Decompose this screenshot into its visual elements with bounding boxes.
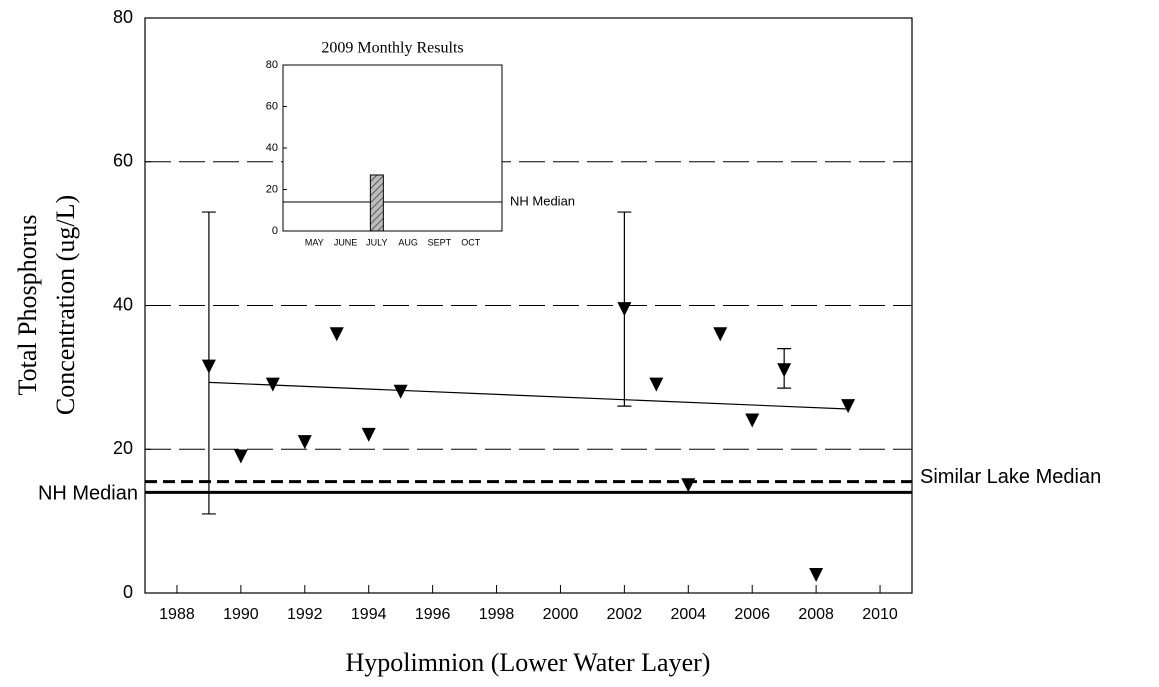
- reference-label: NH Median: [38, 483, 138, 505]
- y-tick-label: 20: [266, 183, 278, 195]
- x-tick-label: AUG: [398, 237, 418, 247]
- x-tick-label: 2010: [862, 606, 898, 623]
- y-tick-label: 40: [266, 142, 278, 154]
- x-tick-label: MAY: [305, 237, 324, 247]
- x-tick-label: OCT: [461, 237, 481, 247]
- data-point: [233, 449, 248, 464]
- trend-line: [208, 381, 849, 410]
- data-point: [393, 384, 408, 399]
- y-tick-label: 60: [113, 151, 133, 171]
- data-point: [713, 327, 728, 342]
- x-tick-label: 2002: [607, 606, 643, 623]
- data-point: [201, 359, 216, 374]
- x-tick-label: 2000: [543, 606, 579, 623]
- data-point: [617, 302, 632, 317]
- y-tick-label: 80: [113, 7, 133, 27]
- y-tick-label: 60: [266, 100, 278, 112]
- x-tick-label: 1994: [351, 606, 387, 623]
- x-tick-label: 1996: [415, 606, 451, 623]
- plot-frame: [144, 17, 913, 594]
- x-tick-label: 1988: [159, 606, 195, 623]
- x-tick-label: 2004: [670, 606, 706, 623]
- inset-title: 2009 Monthly Results: [321, 40, 463, 57]
- data-point: [649, 377, 664, 392]
- y-tick-label: 0: [123, 582, 133, 602]
- bar: [369, 174, 384, 232]
- x-tick-label: 2008: [798, 606, 834, 623]
- data-point: [777, 363, 792, 378]
- data-point: [745, 413, 760, 428]
- data-point: [361, 427, 376, 442]
- y-axis-label: Concentration (ug/L): [51, 195, 80, 415]
- data-point: [841, 399, 856, 414]
- x-axis-label: Hypolimnion (Lower Water Layer): [346, 648, 711, 677]
- data-point: [297, 435, 312, 450]
- data-point: [681, 478, 696, 493]
- y-tick-label: 20: [113, 438, 133, 458]
- data-point: [809, 568, 824, 583]
- x-tick-label: 1998: [479, 606, 515, 623]
- data-point: [329, 327, 344, 342]
- y-tick-label: 0: [272, 225, 278, 237]
- inset-background: [282, 64, 503, 232]
- y-axis-label: Total Phosphorus: [13, 215, 42, 396]
- x-tick-label: JUNE: [334, 237, 358, 247]
- x-tick-label: JULY: [366, 237, 387, 247]
- x-tick-label: SEPT: [428, 237, 452, 247]
- y-tick-label: 40: [113, 294, 133, 314]
- y-tick-label: 80: [266, 59, 278, 71]
- x-tick-label: 1990: [223, 606, 259, 623]
- data-point: [265, 377, 280, 392]
- x-tick-label: 1992: [287, 606, 323, 623]
- reference-label: Similar Lake Median: [920, 466, 1101, 488]
- x-tick-label: 2006: [734, 606, 770, 623]
- reference-label: NH Median: [510, 193, 575, 208]
